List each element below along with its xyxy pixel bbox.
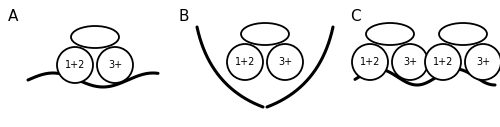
Circle shape bbox=[227, 44, 263, 80]
Text: 3+: 3+ bbox=[278, 57, 292, 67]
Text: B: B bbox=[178, 9, 188, 24]
Text: 3+: 3+ bbox=[403, 57, 417, 67]
Text: 3+: 3+ bbox=[476, 57, 490, 67]
Text: 1+2: 1+2 bbox=[433, 57, 453, 67]
Ellipse shape bbox=[439, 23, 487, 45]
Ellipse shape bbox=[71, 26, 119, 48]
Circle shape bbox=[392, 44, 428, 80]
Circle shape bbox=[57, 47, 93, 83]
Ellipse shape bbox=[366, 23, 414, 45]
Circle shape bbox=[97, 47, 133, 83]
Circle shape bbox=[352, 44, 388, 80]
Text: 3+: 3+ bbox=[108, 60, 122, 70]
Text: A: A bbox=[8, 9, 18, 24]
Text: C: C bbox=[350, 9, 360, 24]
Text: 1+2: 1+2 bbox=[65, 60, 85, 70]
Circle shape bbox=[267, 44, 303, 80]
Circle shape bbox=[425, 44, 461, 80]
Ellipse shape bbox=[241, 23, 289, 45]
Text: 1+2: 1+2 bbox=[235, 57, 255, 67]
Circle shape bbox=[465, 44, 500, 80]
Text: 1+2: 1+2 bbox=[360, 57, 380, 67]
